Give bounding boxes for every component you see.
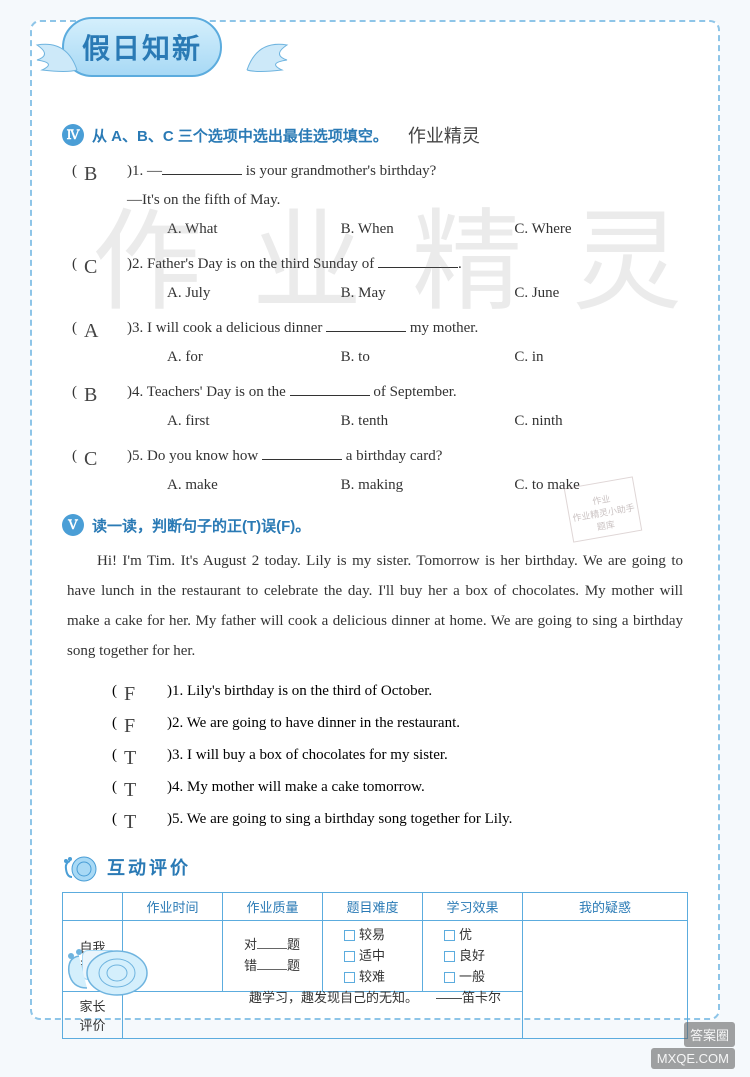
corner-watermark-url: MXQE.COM — [651, 1048, 735, 1069]
handwritten-answer: C — [84, 441, 97, 477]
answer-blank[interactable]: (C — [72, 251, 127, 278]
choice-option[interactable]: C. in — [514, 344, 688, 371]
tf-text: )4. My mother will make a cake tomorrow. — [167, 772, 688, 802]
question-line: (B)4. Teachers' Day is on the of Septemb… — [72, 379, 688, 406]
wing-icon — [242, 35, 292, 75]
question-text: )1. — is your grandmother's birthday? — [127, 158, 688, 185]
choice-option[interactable]: A. July — [167, 280, 341, 307]
eval-header: 互动评价 — [62, 849, 688, 884]
hand-annotation: 作业精灵 — [408, 122, 480, 148]
choice-option[interactable]: B. making — [341, 472, 515, 499]
answer-blank[interactable]: (F — [112, 676, 167, 706]
handwritten-answer: T — [124, 802, 136, 842]
answer-blank[interactable]: (B — [72, 158, 127, 185]
tf-item: (T)4. My mother will make a cake tomorro… — [112, 772, 688, 802]
corner-watermark: 答案圈 — [684, 1022, 735, 1047]
tf-item: (T)3. I will buy a box of chocolates for… — [112, 740, 688, 770]
tf-item: (T)5. We are going to sing a birthday so… — [112, 804, 688, 834]
col-difficulty: 题目难度 — [323, 893, 423, 921]
header-badge: 假日知新 — [62, 17, 262, 97]
answer-blank[interactable]: (C — [72, 443, 127, 470]
handwritten-answer: B — [84, 156, 97, 192]
handwritten-answer: A — [84, 313, 98, 349]
choices-row: A. forB. toC. in — [167, 344, 688, 371]
choices-row: A. firstB. tenthC. ninth — [167, 408, 688, 435]
answer-blank[interactable]: (T — [112, 772, 167, 802]
col-quality: 作业质量 — [223, 893, 323, 921]
choice-option[interactable]: A. make — [167, 472, 341, 499]
choice-option[interactable]: C. June — [514, 280, 688, 307]
handwritten-answer: B — [84, 377, 97, 413]
choice-option[interactable]: B. May — [341, 280, 515, 307]
question-text: )4. Teachers' Day is on the of September… — [127, 379, 688, 406]
question-text: )3. I will cook a delicious dinner my mo… — [127, 315, 688, 342]
section-num-icon: Ⅳ — [62, 124, 84, 146]
tf-text: )5. We are going to sing a birthday song… — [167, 804, 688, 834]
cell-quality[interactable]: 对题错题 — [223, 921, 323, 992]
choice-option[interactable]: B. When — [341, 216, 515, 243]
choice-option[interactable]: B. to — [341, 344, 515, 371]
section-5-title: 读一读，判断句子的正(T)误(F)。 — [92, 515, 310, 536]
col-blank — [63, 893, 123, 921]
question-line: (A)3. I will cook a delicious dinner my … — [72, 315, 688, 342]
checkbox[interactable] — [344, 930, 355, 941]
footer-quote: 趣学习，趣发现自己的无知。 ——笛卡尔 — [32, 987, 718, 1006]
snail-icon — [62, 849, 102, 884]
cell-doubt[interactable] — [523, 921, 688, 1039]
tf-text: )2. We are going to have dinner in the r… — [167, 708, 688, 738]
wing-icon — [32, 35, 82, 75]
checkbox[interactable] — [444, 972, 455, 983]
choice-option[interactable]: A. first — [167, 408, 341, 435]
tf-item: (F)2. We are going to have dinner in the… — [112, 708, 688, 738]
checkbox[interactable] — [344, 951, 355, 962]
checkbox[interactable] — [444, 930, 455, 941]
choice-option[interactable]: C. ninth — [514, 408, 688, 435]
choices-row: A. WhatB. WhenC. Where — [167, 216, 688, 243]
reading-passage: Hi! I'm Tim. It's August 2 today. Lily i… — [67, 546, 683, 666]
answer-blank[interactable]: (A — [72, 315, 127, 342]
question-text: )5. Do you know how a birthday card? — [127, 443, 688, 470]
cell-difficulty[interactable]: 较易适中较难 — [323, 921, 423, 992]
cell-effect[interactable]: 优良好一般 — [423, 921, 523, 992]
badge-title: 假日知新 — [62, 17, 222, 77]
eval-title: 互动评价 — [107, 854, 191, 880]
col-doubt: 我的疑惑 — [523, 893, 688, 921]
choice-option[interactable]: C. Where — [514, 216, 688, 243]
section-4-header: Ⅳ 从 A、B、C 三个选项中选出最佳选项填空。 作业精灵 — [62, 122, 688, 148]
section-4-title: 从 A、B、C 三个选项中选出最佳选项填空。 — [92, 125, 388, 146]
checkbox[interactable] — [444, 951, 455, 962]
col-effect: 学习效果 — [423, 893, 523, 921]
tf-text: )1. Lily's birthday is on the third of O… — [167, 676, 688, 706]
choice-option[interactable]: B. tenth — [341, 408, 515, 435]
quote-text: 趣学习，趣发现自己的无知。 — [249, 990, 418, 1005]
tf-item: (F)1. Lily's birthday is on the third of… — [112, 676, 688, 706]
section-4-questions: (B)1. — is your grandmother's birthday?—… — [72, 158, 688, 499]
table-header-row: 作业时间 作业质量 题目难度 学习效果 我的疑惑 — [63, 893, 688, 921]
question-line: (C)5. Do you know how a birthday card? — [72, 443, 688, 470]
question-line: —It's on the fifth of May. — [72, 187, 688, 214]
worksheet-page: 作 业 精 灵 作业 作业精灵小助手 题库 假日知新 Ⅳ 从 A、B、C 三个选… — [30, 20, 720, 1020]
choice-option[interactable]: A. What — [167, 216, 341, 243]
checkbox[interactable] — [344, 972, 355, 983]
content-area: Ⅳ 从 A、B、C 三个选项中选出最佳选项填空。 作业精灵 (B)1. — is… — [62, 122, 688, 1039]
section-num-icon: Ⅴ — [62, 514, 84, 536]
tf-text: )3. I will buy a box of chocolates for m… — [167, 740, 688, 770]
quote-author: ——笛卡尔 — [436, 990, 501, 1005]
handwritten-answer: C — [84, 249, 97, 285]
col-time: 作业时间 — [123, 893, 223, 921]
answer-blank[interactable]: (F — [112, 708, 167, 738]
section-5-items: (F)1. Lily's birthday is on the third of… — [112, 676, 688, 834]
question-text: —It's on the fifth of May. — [127, 187, 688, 214]
answer-blank[interactable]: (T — [112, 804, 167, 834]
answer-blank[interactable]: (T — [112, 740, 167, 770]
choice-option[interactable]: A. for — [167, 344, 341, 371]
question-text: )2. Father's Day is on the third Sunday … — [127, 251, 688, 278]
answer-blank[interactable]: (B — [72, 379, 127, 406]
question-line: (B)1. — is your grandmother's birthday? — [72, 158, 688, 185]
choices-row: A. JulyB. MayC. June — [167, 280, 688, 307]
question-line: (C)2. Father's Day is on the third Sunda… — [72, 251, 688, 278]
